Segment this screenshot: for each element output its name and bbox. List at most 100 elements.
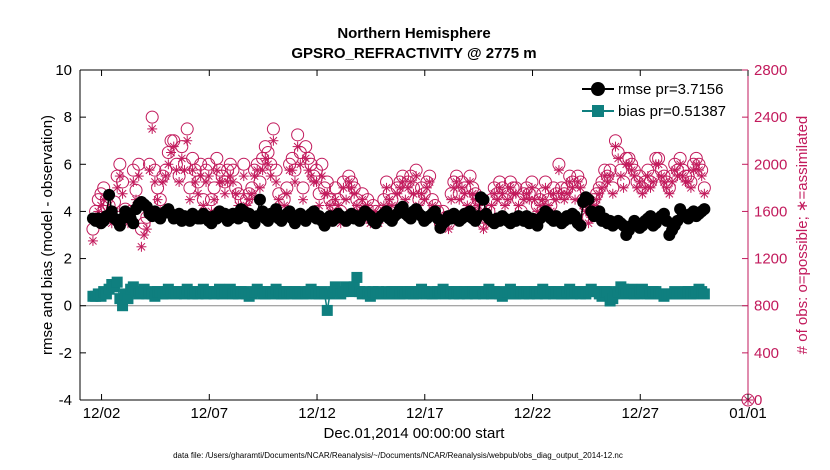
assimilated-obs-point-d2	[113, 183, 122, 192]
y-tick-label: 2	[64, 251, 72, 268]
assimilated-obs-point	[144, 165, 155, 176]
assimilated-obs-point-d2	[686, 183, 695, 192]
assimilated-obs-point-d2	[169, 142, 178, 151]
assimilated-obs-point-d2	[697, 172, 706, 181]
assimilated-obs-point-d2	[614, 154, 623, 163]
assimilated-obs-point-d2	[350, 189, 359, 198]
assimilated-obs-point-d2	[606, 172, 615, 181]
assimilated-obs-point	[322, 188, 333, 199]
assimilated-obs-point	[260, 153, 271, 164]
legend: rmse pr=3.7156 bias pr=0.51387	[578, 76, 742, 124]
assimilated-obs-point-d2	[695, 166, 703, 175]
assimilated-obs-point-d2	[118, 189, 127, 198]
assimilated-obs-point-d2	[660, 178, 668, 186]
assimilated-obs-point-d2	[264, 160, 272, 169]
assimilated-obs-point-d2	[153, 195, 162, 204]
x-tick-label: 12/07	[191, 405, 229, 422]
assimilated-obs-point	[613, 153, 624, 164]
rmse-point	[574, 219, 587, 232]
assimilated-obs-point-d2	[571, 195, 580, 204]
assimilated-obs-point	[419, 194, 430, 205]
assimilated-obs-point-d2	[229, 178, 237, 186]
assimilated-obs-point-d2	[538, 195, 547, 204]
assimilated-obs-point	[203, 171, 214, 182]
assimilated-obs-point	[114, 171, 125, 182]
assimilated-obs-point-d2	[269, 136, 278, 145]
assimilated-obs-point-d2	[331, 195, 340, 204]
y-right-tick-label: 2800	[754, 62, 787, 79]
assimilated-obs-point-d2	[180, 166, 189, 175]
assimilated-obs-point	[553, 165, 564, 176]
assimilated-obs-point-d2	[654, 160, 663, 169]
y-axis-right-label: # of obs: o=possible; ∗=assimilated	[794, 116, 811, 355]
bias-point	[117, 300, 129, 312]
assimilated-obs-point-d2	[247, 189, 256, 198]
assimilated-obs-point-d2	[541, 183, 550, 192]
rmse-point	[127, 217, 140, 230]
assimilated-obs-point	[184, 194, 195, 205]
assimilated-obs-point	[136, 241, 147, 252]
assimilated-obs-point	[424, 176, 435, 187]
footer-data-file: data file: /Users/gharamti/Documents/NCA…	[173, 451, 623, 460]
x-tick-label: 01/01	[729, 405, 767, 422]
assimilated-obs-point	[168, 141, 179, 152]
rmse-point	[253, 193, 266, 206]
assimilated-obs-point	[160, 171, 171, 182]
x-tick-label: 12/27	[621, 405, 659, 422]
assimilated-obs-point	[634, 176, 645, 187]
assimilated-obs-point-d2	[684, 178, 693, 186]
y-right-tick-label: 2000	[754, 156, 787, 173]
assimilated-obs-point-d2	[678, 172, 687, 181]
possible-obs-point	[132, 157, 146, 171]
assimilated-obs-point-d2	[398, 178, 407, 186]
possible-obs-point	[180, 122, 194, 136]
assimilated-obs-point	[149, 176, 160, 187]
assimilated-obs-point	[244, 194, 255, 205]
assimilated-obs-point	[271, 176, 282, 187]
assimilated-obs-point	[664, 188, 675, 199]
assimilated-obs-point-d2	[194, 189, 202, 198]
assimilated-obs-point-d2	[457, 183, 466, 192]
possible-obs-point	[258, 140, 272, 154]
assimilated-obs-point-d2	[239, 172, 248, 181]
assimilated-obs-point-d2	[665, 189, 674, 198]
assimilated-obs-point	[238, 171, 249, 182]
assimilated-obs-point	[605, 171, 616, 182]
bias-point	[321, 304, 333, 316]
assimilated-obs-point-d2	[460, 189, 469, 198]
assimilated-obs-point	[683, 176, 694, 187]
assimilated-obs-point-d2	[692, 160, 701, 169]
assimilated-obs-point-d2	[466, 178, 474, 186]
assimilated-obs-point	[141, 224, 152, 235]
assimilated-obs-point	[381, 182, 392, 193]
assimilated-obs-point-d2	[323, 189, 332, 198]
rmse-point	[103, 188, 116, 201]
assimilated-obs-point	[575, 182, 586, 193]
assimilated-obs-point-d2	[425, 178, 434, 186]
assimilated-obs-point-d2	[210, 195, 219, 204]
assimilated-obs-point-d2	[382, 183, 391, 192]
assimilated-obs-point	[182, 135, 193, 146]
assimilated-obs-point-d2	[231, 189, 240, 198]
possible-obs-point	[296, 181, 310, 195]
x-tick-label: 12/12	[298, 405, 336, 422]
assimilated-obs-point-d2	[307, 172, 316, 181]
assimilated-obs-point-d2	[700, 189, 709, 198]
assimilated-obs-point-d2	[565, 178, 574, 186]
assimilated-obs-point	[510, 188, 521, 199]
bias-point	[601, 286, 613, 298]
possible-obs-point	[237, 157, 251, 171]
y-tick-label: 0	[64, 298, 72, 315]
assimilated-obs-point-d2	[148, 124, 157, 133]
y-tick-label: 8	[64, 109, 72, 126]
assimilated-obs-point	[176, 153, 187, 164]
assimilated-obs-point	[300, 153, 311, 164]
assimilated-obs-point-d2	[115, 172, 124, 181]
possible-obs-point	[113, 157, 127, 171]
bias-layer	[87, 271, 710, 316]
assimilated-obs-point	[254, 182, 265, 193]
assimilated-obs-point-d2	[196, 172, 205, 181]
assimilated-obs-point-d2	[554, 166, 563, 175]
assimilated-obs-point-d2	[199, 201, 208, 210]
assimilated-obs-point	[211, 165, 222, 176]
